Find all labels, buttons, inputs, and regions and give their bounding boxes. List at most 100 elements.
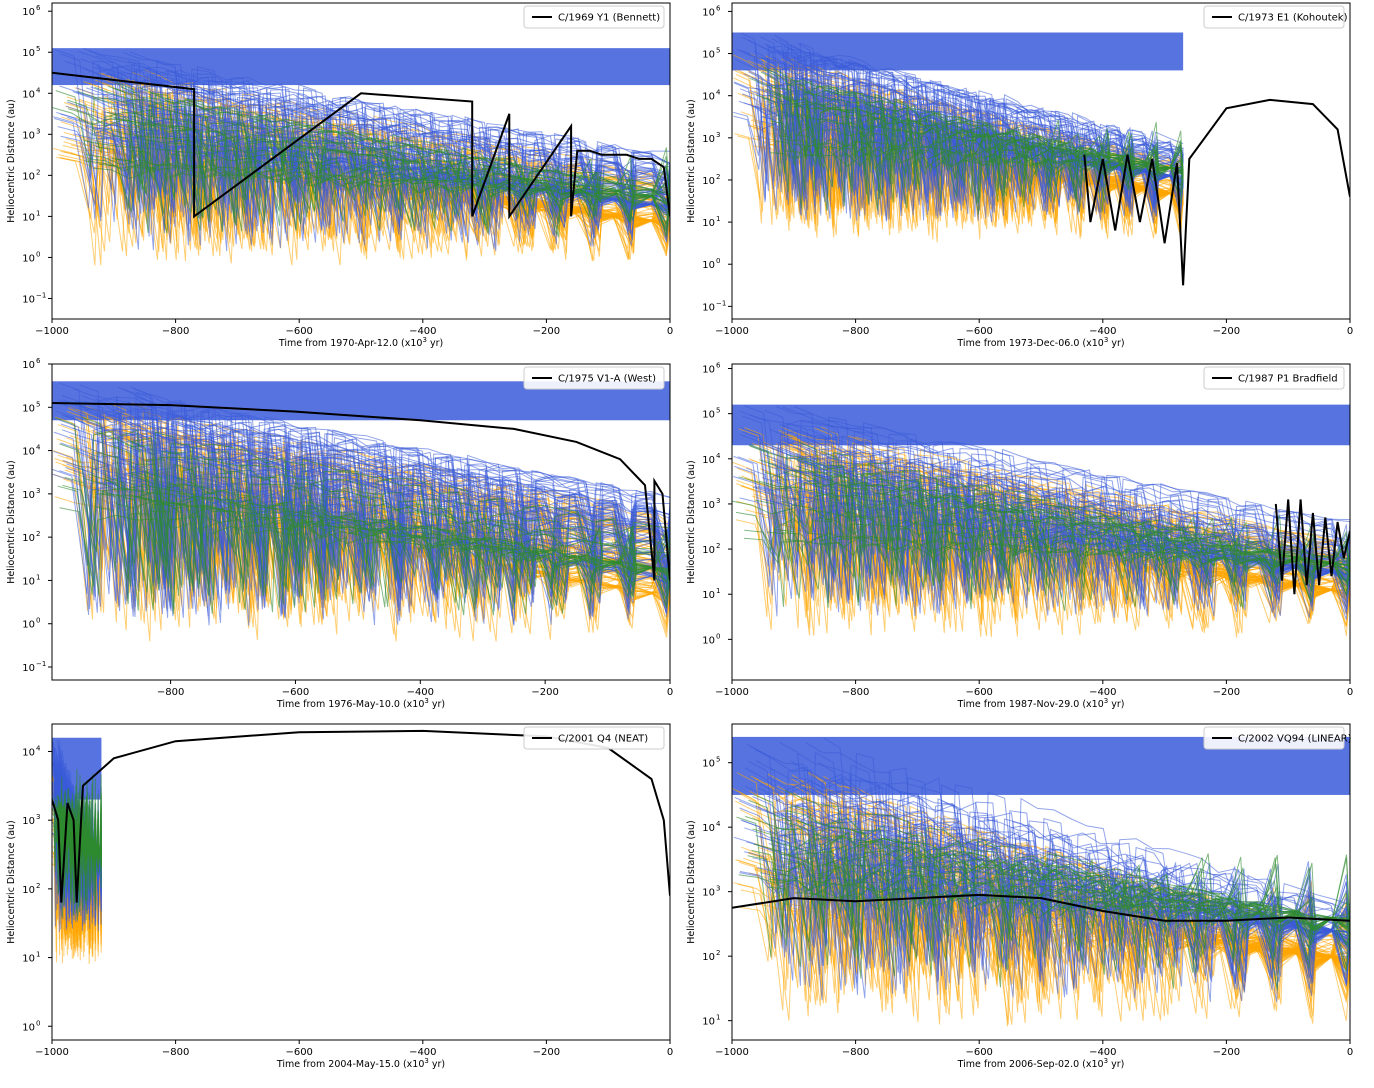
y-tick-label: 10: [22, 294, 35, 305]
y-tick-exponent: 4: [716, 89, 721, 97]
y-axis-label: Heliocentric Distance (au): [686, 820, 697, 944]
y-tick-label: 10: [702, 92, 715, 103]
legend-box: [1203, 726, 1345, 750]
y-tick-label: 10: [702, 888, 715, 899]
y-tick-exponent: 2: [36, 530, 40, 538]
y-tick-label: 10: [22, 885, 35, 896]
y-tick-exponent: 4: [36, 86, 41, 94]
x-tick-label: −600: [965, 326, 992, 337]
y-tick-exponent: 1: [36, 573, 40, 581]
y-tick-exponent: 5: [36, 45, 40, 53]
y-tick-exponent: 6: [36, 4, 41, 12]
x-tick-label: −800: [162, 1047, 189, 1058]
clone-traces-#2e8b2e: [732, 441, 1350, 612]
x-axis-label: Time from 1970-Apr-12.0 (x103 yr): [278, 336, 443, 349]
x-tick-label: −1000: [715, 326, 749, 337]
clone-traces-#2e8b2e: [52, 769, 102, 921]
chart-panel-3: −800 −600 −400 −200 010 −110 010 110 210 310 410 51…: [6, 357, 673, 710]
x-tick-label: −800: [842, 326, 869, 337]
y-tick-label: 10: [702, 759, 715, 770]
y-tick-exponent: 0: [716, 257, 720, 265]
nominal-orbit-line: [52, 729, 670, 903]
x-tick-label: −800: [162, 326, 189, 337]
x-tick-label: −800: [157, 687, 184, 698]
y-tick-label: 10: [22, 7, 35, 18]
y-tick-exponent: 3: [716, 497, 720, 505]
clone-traces-#2e8b2e: [749, 66, 1184, 215]
y-tick-exponent: 5: [716, 47, 720, 55]
y-tick-label: 10: [22, 533, 35, 544]
y-tick-exponent: 4: [716, 452, 721, 460]
y-tick-exponent: 0: [36, 250, 40, 258]
legend: C/1987 P1 Bradfield: [1203, 366, 1345, 390]
x-tick-label: 0: [667, 687, 673, 698]
x-tick-label: 0: [1347, 687, 1353, 698]
y-tick-exponent: 6: [716, 362, 721, 370]
y-tick-exponent: 0: [36, 1019, 40, 1027]
plot-area: [52, 47, 670, 266]
plot-area: [732, 32, 1350, 286]
y-tick-exponent: 3: [36, 127, 40, 135]
y-tick-label: 10: [22, 403, 35, 414]
y-tick-label: 10: [22, 576, 35, 587]
x-tick-label: −400: [1089, 326, 1116, 337]
y-tick-label: 10: [22, 490, 35, 501]
y-axis-label: Heliocentric Distance (au): [6, 460, 17, 584]
y-tick-label: 10: [22, 954, 35, 965]
x-tick-label: −200: [531, 687, 558, 698]
y-tick-label: 10: [22, 130, 35, 141]
axes-frame: [51, 363, 671, 681]
plot-area: [732, 736, 1350, 1027]
x-tick-label: −400: [409, 1047, 436, 1058]
x-tick-label: −400: [1089, 687, 1116, 698]
y-tick-exponent: 0: [36, 617, 40, 625]
x-axis-label: Time from 1987-Nov-29.0 (x103 yr): [956, 697, 1124, 710]
x-axis-label: Time from 1973-Dec-06.0 (x103 yr): [956, 336, 1124, 349]
y-tick-exponent: 1: [36, 209, 40, 217]
y-axis-label: Heliocentric Distance (au): [686, 460, 697, 584]
y-tick-exponent: −1: [36, 660, 46, 668]
legend-label: C/1987 P1 Bradfield: [1238, 374, 1338, 385]
x-tick-label: 0: [667, 1047, 673, 1058]
legend-box: [523, 726, 665, 750]
x-axis-label: Time from 1976-May-10.0 (x103 yr): [276, 697, 445, 710]
x-tick-label: −400: [409, 326, 436, 337]
y-tick-exponent: 6: [716, 4, 721, 12]
x-tick-label: 0: [1347, 326, 1353, 337]
y-tick-exponent: 5: [36, 400, 40, 408]
nominal-orbit-line: [52, 402, 670, 581]
y-tick-label: 10: [702, 823, 715, 834]
y-tick-exponent: 1: [36, 951, 40, 959]
x-tick-label: −1000: [35, 1047, 69, 1058]
y-tick-exponent: 3: [36, 487, 40, 495]
y-tick-label: 10: [22, 171, 35, 182]
x-tick-label: −200: [533, 1047, 560, 1058]
legend-box: [523, 5, 665, 29]
legend: C/1975 V1-A (West): [523, 366, 665, 390]
y-tick-label: 10: [702, 7, 715, 18]
x-axis-label: Time from 2006-Sep-02.0 (x103 yr): [957, 1057, 1125, 1070]
legend-label: C/1975 V1-A (West): [558, 374, 656, 385]
y-tick-label: 10: [22, 747, 35, 758]
y-tick-exponent: 1: [716, 215, 720, 223]
y-tick-exponent: 3: [36, 813, 40, 821]
y-tick-exponent: 4: [36, 744, 41, 752]
y-tick-label: 10: [702, 455, 715, 466]
x-tick-label: −600: [965, 687, 992, 698]
x-tick-label: −600: [965, 1047, 992, 1058]
y-tick-label: 10: [22, 212, 35, 223]
y-axis-label: Heliocentric Distance (au): [6, 820, 17, 944]
y-tick-label: 10: [702, 1017, 715, 1028]
x-tick-label: −1000: [715, 1047, 749, 1058]
axes-frame: [51, 723, 671, 1041]
clone-band-blue: [732, 404, 1350, 446]
legend-box: [1203, 5, 1345, 29]
y-tick-label: 10: [22, 253, 35, 264]
y-tick-label: 10: [22, 1022, 35, 1033]
x-tick-label: −200: [1213, 326, 1240, 337]
